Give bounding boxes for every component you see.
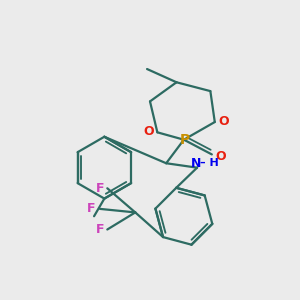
Text: – H: – H: [200, 158, 218, 168]
Text: O: O: [144, 125, 154, 138]
Text: F: F: [96, 182, 104, 195]
Text: F: F: [87, 202, 95, 215]
Text: N: N: [191, 157, 202, 170]
Text: F: F: [96, 223, 104, 236]
Text: P: P: [179, 133, 190, 147]
Text: O: O: [218, 115, 229, 128]
Text: O: O: [215, 150, 226, 163]
